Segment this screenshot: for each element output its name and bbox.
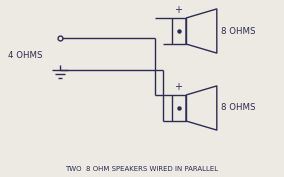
Text: +: + bbox=[174, 82, 182, 92]
Bar bbox=[172, 18, 186, 44]
Text: 8 OHMS: 8 OHMS bbox=[221, 104, 255, 113]
Text: +: + bbox=[174, 5, 182, 15]
Text: 4 OHMS: 4 OHMS bbox=[8, 50, 43, 59]
Text: TWO  8 OHM SPEAKERS WIRED IN PARALLEL: TWO 8 OHM SPEAKERS WIRED IN PARALLEL bbox=[65, 166, 219, 172]
Text: 8 OHMS: 8 OHMS bbox=[221, 27, 255, 36]
Bar bbox=[172, 95, 186, 121]
